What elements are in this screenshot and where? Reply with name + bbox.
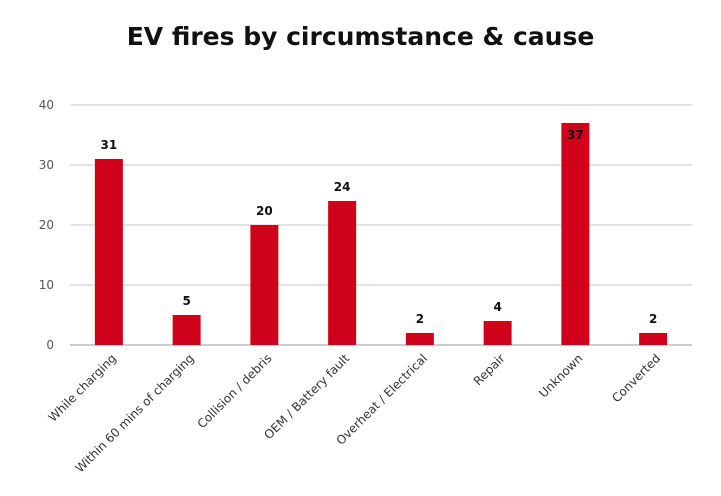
- data-label: 2: [416, 312, 424, 326]
- x-tick-label: OEM / Battery fault: [261, 351, 352, 442]
- data-label: 37: [567, 128, 584, 142]
- bars: [94, 123, 668, 345]
- x-tick-label: Converted: [609, 351, 663, 405]
- y-tick-label: 40: [39, 98, 54, 112]
- y-axis-ticks: 0 10 20 30 40: [39, 98, 54, 352]
- x-tick-label: While charging: [46, 351, 119, 424]
- data-label: 2: [649, 312, 657, 326]
- bar: [561, 123, 590, 345]
- x-tick-label: Collision / debris: [195, 351, 275, 431]
- data-label: 31: [101, 138, 118, 152]
- bar: [639, 333, 668, 345]
- bar: [250, 225, 279, 345]
- x-tick-label: Unknown: [536, 351, 585, 400]
- x-tick-label: Repair: [471, 351, 508, 388]
- data-label: 5: [182, 294, 190, 308]
- data-label: 4: [493, 300, 501, 314]
- bar: [328, 201, 357, 345]
- x-tick-label: Overheat / Electrical: [333, 351, 430, 448]
- data-label: 20: [256, 204, 273, 218]
- bar: [172, 315, 201, 345]
- bar: [94, 159, 123, 345]
- y-tick-label: 10: [39, 278, 54, 292]
- y-tick-label: 30: [39, 158, 54, 172]
- y-tick-label: 20: [39, 218, 54, 232]
- bar: [405, 333, 434, 345]
- chart-title: EV fires by circumstance & cause: [126, 22, 595, 51]
- gridlines: [70, 104, 692, 346]
- data-label: 24: [334, 180, 351, 194]
- bar: [483, 321, 512, 345]
- y-tick-label: 0: [46, 338, 54, 352]
